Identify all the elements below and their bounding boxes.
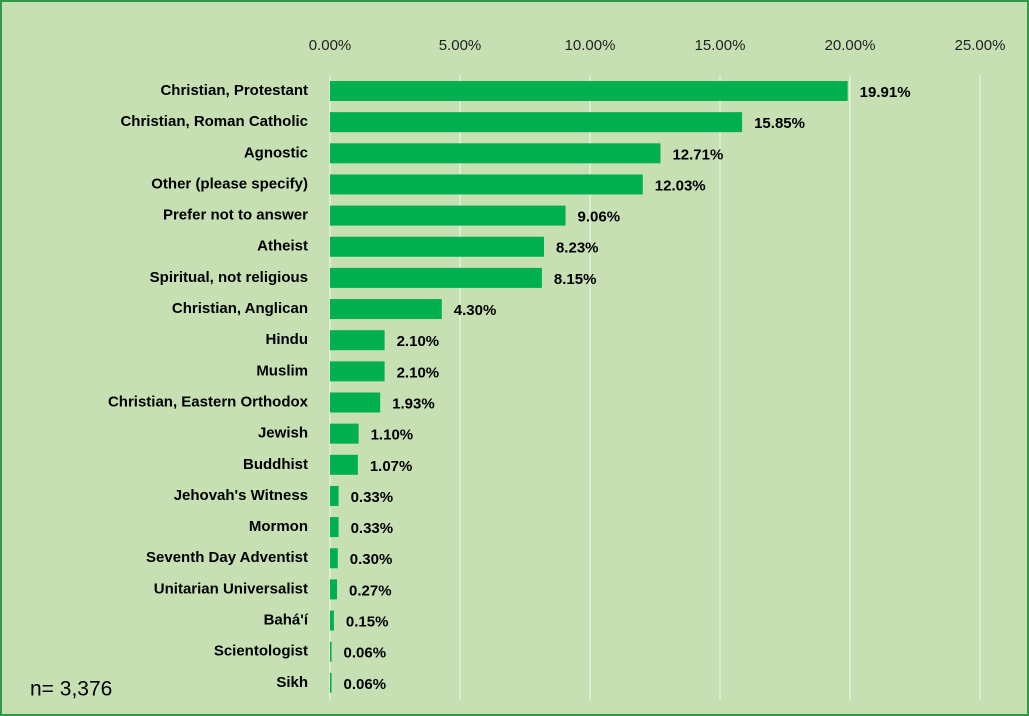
bar <box>330 236 544 257</box>
bar <box>330 672 332 693</box>
value-label: 0.06% <box>344 676 387 693</box>
bar <box>330 174 643 195</box>
bar <box>330 361 385 382</box>
value-label: 1.07% <box>370 458 413 475</box>
value-label: 12.71% <box>672 146 723 163</box>
value-label: 8.15% <box>554 271 597 288</box>
value-label: 1.93% <box>392 395 435 412</box>
bar <box>330 517 339 538</box>
value-label: 0.06% <box>344 645 387 662</box>
y-tick-label: Jehovah's Witness <box>174 487 308 504</box>
y-tick-label: Buddhist <box>243 456 308 473</box>
value-label: 1.10% <box>371 427 414 444</box>
value-label: 8.23% <box>556 240 599 257</box>
value-label: 0.33% <box>351 489 394 506</box>
bar <box>330 548 338 569</box>
x-tick-label: 25.00% <box>955 37 1006 54</box>
bar <box>330 423 359 444</box>
y-tick-label: Christian, Roman Catholic <box>120 113 308 130</box>
x-tick-label: 0.00% <box>309 37 352 54</box>
y-tick-label: Muslim <box>256 362 308 379</box>
value-label: 0.30% <box>350 551 393 568</box>
bar <box>330 205 566 226</box>
value-label: 0.27% <box>349 582 392 599</box>
y-tick-label: Bahá'í <box>264 612 309 629</box>
annotation: n= 3,376 <box>30 678 112 701</box>
y-tick-label: Seventh Day Adventist <box>146 549 308 566</box>
bar <box>330 610 334 631</box>
bar <box>330 330 385 351</box>
y-tick-label: Agnostic <box>244 144 308 161</box>
bar <box>330 143 661 164</box>
value-label: 12.03% <box>655 177 706 194</box>
y-tick-label: Christian, Eastern Orthodox <box>108 393 309 410</box>
bar <box>330 299 442 320</box>
bar <box>330 112 743 133</box>
bar <box>330 267 542 288</box>
value-label: 0.33% <box>351 520 394 537</box>
bar <box>330 392 381 413</box>
y-tick-label: Mormon <box>249 518 308 535</box>
value-label: 9.06% <box>578 209 621 226</box>
y-tick-label: Unitarian Universalist <box>154 580 308 597</box>
y-tick-label: Christian, Anglican <box>172 300 308 317</box>
x-tick-label: 20.00% <box>825 37 876 54</box>
y-tick-label: Atheist <box>257 238 308 255</box>
value-label: 19.91% <box>860 84 911 101</box>
bar <box>330 485 339 506</box>
bar <box>330 454 358 475</box>
x-tick-label: 15.00% <box>695 37 746 54</box>
value-label: 0.15% <box>346 614 389 631</box>
y-tick-label: Scientologist <box>214 643 308 660</box>
y-tick-label: Prefer not to answer <box>163 207 308 224</box>
bar <box>330 641 332 662</box>
y-tick-label: Sikh <box>276 674 308 691</box>
y-tick-label: Christian, Protestant <box>160 82 308 99</box>
y-tick-label: Jewish <box>258 425 308 442</box>
bar <box>330 579 338 600</box>
x-tick-label: 5.00% <box>439 37 482 54</box>
x-tick-label: 10.00% <box>565 37 616 54</box>
value-label: 2.10% <box>397 364 440 381</box>
value-label: 2.10% <box>397 333 440 350</box>
bar <box>330 81 848 101</box>
value-label: 4.30% <box>454 302 497 319</box>
y-tick-label: Spiritual, not religious <box>150 269 308 286</box>
y-tick-label: Other (please specify) <box>151 175 308 192</box>
y-tick-label: Hindu <box>266 331 309 348</box>
value-label: 15.85% <box>754 115 805 132</box>
